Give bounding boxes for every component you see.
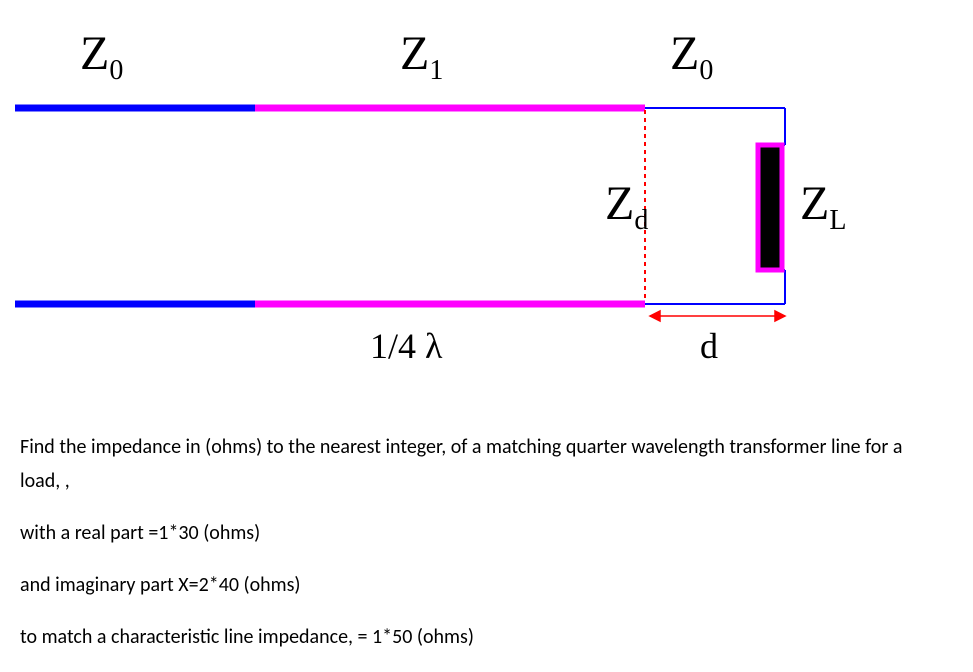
problem-line-4: and imaginary part X=2*40 (ohms) — [20, 568, 973, 602]
dim-d-arrow — [650, 311, 785, 321]
label-zl: ZL — [800, 180, 846, 229]
label-zd: Zd — [605, 180, 648, 229]
problem-line-1: Find the impedance in (ohms) to the near… — [20, 430, 973, 464]
label-quarter-lambda: 1/4 λ — [370, 325, 442, 367]
label-d: d — [700, 325, 718, 367]
problem-statement: Find the impedance in (ohms) to the near… — [20, 430, 973, 654]
problem-line-3: with a real part =1*30 (ohms) — [20, 516, 973, 550]
label-z0-left: Z0 — [80, 30, 123, 79]
load-block — [758, 145, 782, 270]
label-z1: Z1 — [400, 30, 443, 79]
label-z0-right: Z0 — [670, 30, 713, 79]
problem-line-5: to match a characteristic line impedance… — [20, 620, 973, 654]
problem-line-2: load, , — [20, 464, 973, 498]
